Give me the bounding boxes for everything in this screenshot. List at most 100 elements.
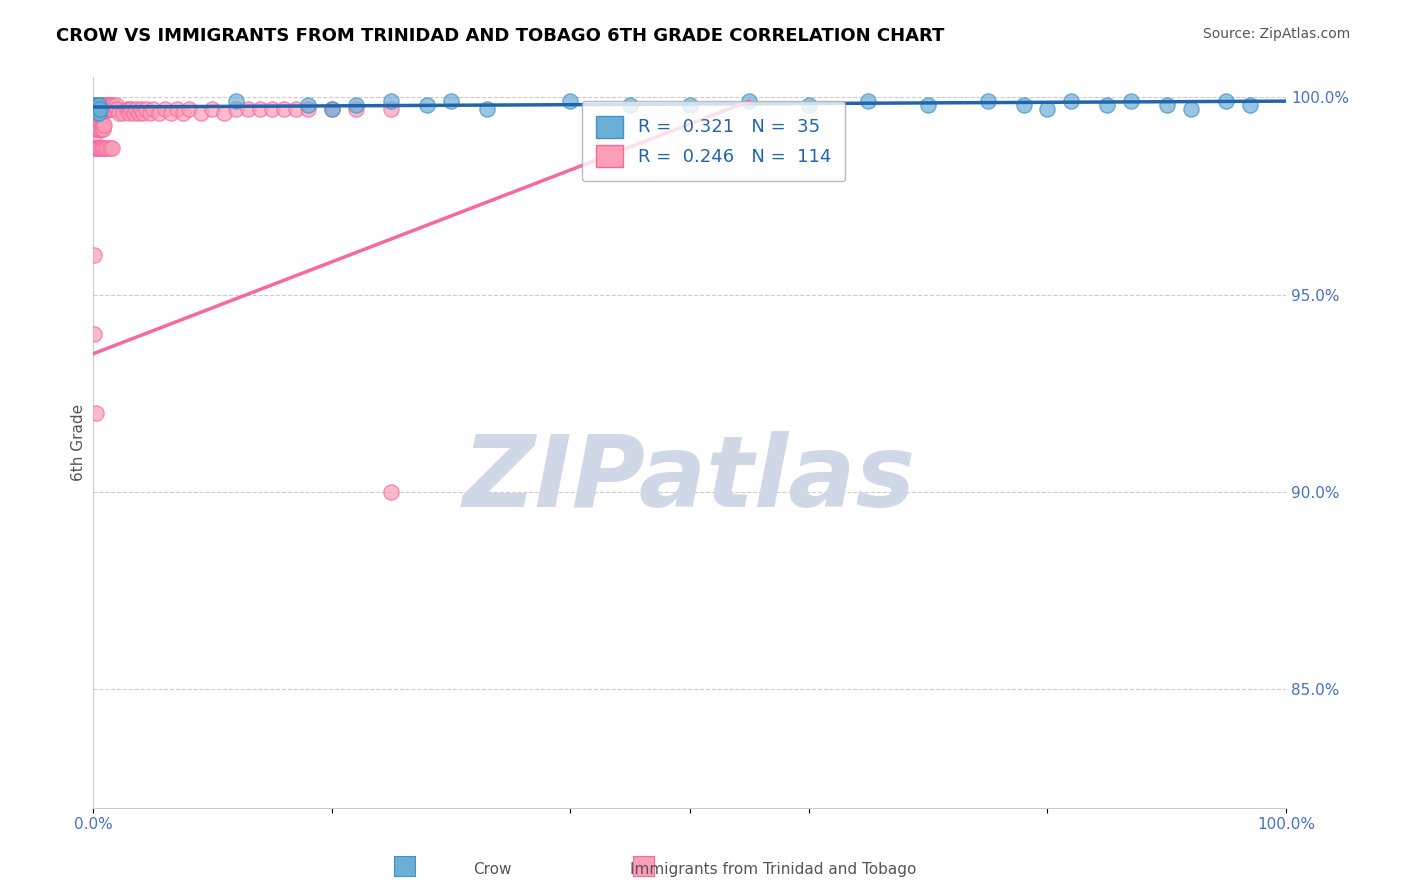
Point [87,113,110,128]
Point [89,106,111,120]
Point [262,102,284,116]
Point [97,98,120,112]
Point [91,102,114,116]
Point [132,106,155,120]
Point [416,98,439,112]
Point [94,98,117,112]
Point [177,102,200,116]
Point [90,118,112,132]
Point [90,102,112,116]
Point [1156,98,1178,112]
Point [238,102,260,116]
Point [93,98,115,112]
Point [83,141,105,155]
Point [89,106,111,120]
Point [84,102,107,116]
Point [139,106,162,120]
Point [89,141,111,155]
Point [297,98,319,112]
Point [475,102,498,116]
Point [273,102,295,116]
Point [111,106,134,120]
Point [96,98,118,112]
Point [90,121,112,136]
Point [1036,102,1059,116]
Point [84,141,107,155]
Point [122,106,145,120]
Point [96,141,118,155]
Point [91,141,114,155]
Point [91,106,114,120]
Point [142,102,165,116]
Point [135,102,157,116]
Point [86,106,108,120]
Point [83,98,105,112]
Point [214,106,236,120]
Point [166,102,188,116]
Point [738,94,761,108]
Point [118,106,141,120]
Point [284,102,307,116]
Point [380,102,402,116]
Point [917,98,939,112]
Point [1119,94,1142,108]
Point [90,98,112,112]
Point [101,141,124,155]
Point [125,102,148,116]
Point [440,94,463,108]
Point [100,102,122,116]
Point [84,118,107,132]
Point [1180,102,1202,116]
Point [84,406,107,420]
Point [344,98,367,112]
Point [89,102,111,116]
Point [225,94,247,108]
Text: Immigrants from Trinidad and Tobago: Immigrants from Trinidad and Tobago [630,863,917,877]
Point [1012,98,1035,112]
Point [87,110,110,124]
Point [87,106,110,120]
Point [90,106,112,120]
Point [108,106,131,120]
Point [90,141,112,155]
Point [89,110,111,124]
Point [96,102,118,116]
Point [89,106,111,120]
Point [104,102,127,116]
Point [83,102,105,116]
Point [87,102,110,116]
Point [128,106,150,120]
Point [91,98,114,112]
Point [98,98,121,112]
Point [83,98,105,112]
Point [83,106,105,120]
Point [129,102,152,116]
Point [87,98,110,112]
Point [120,102,142,116]
Point [380,94,402,108]
Point [118,102,141,116]
Point [84,98,107,112]
Point [83,118,105,132]
Point [190,106,212,120]
Point [86,118,108,132]
Point [86,102,108,116]
Point [225,102,247,116]
Point [93,118,115,132]
Point [104,98,127,112]
Point [148,106,170,120]
Point [94,102,117,116]
Point [87,118,110,132]
Point [98,141,121,155]
Point [87,121,110,136]
Point [87,141,110,155]
Point [105,102,128,116]
Point [858,94,880,108]
Point [86,141,108,155]
Point [83,326,105,341]
Point [91,121,114,136]
Point [93,102,115,116]
Legend: R =  0.321   N =  35, R =  0.246   N =  114: R = 0.321 N = 35, R = 0.246 N = 114 [582,101,845,181]
Point [84,110,107,124]
Point [86,98,108,112]
